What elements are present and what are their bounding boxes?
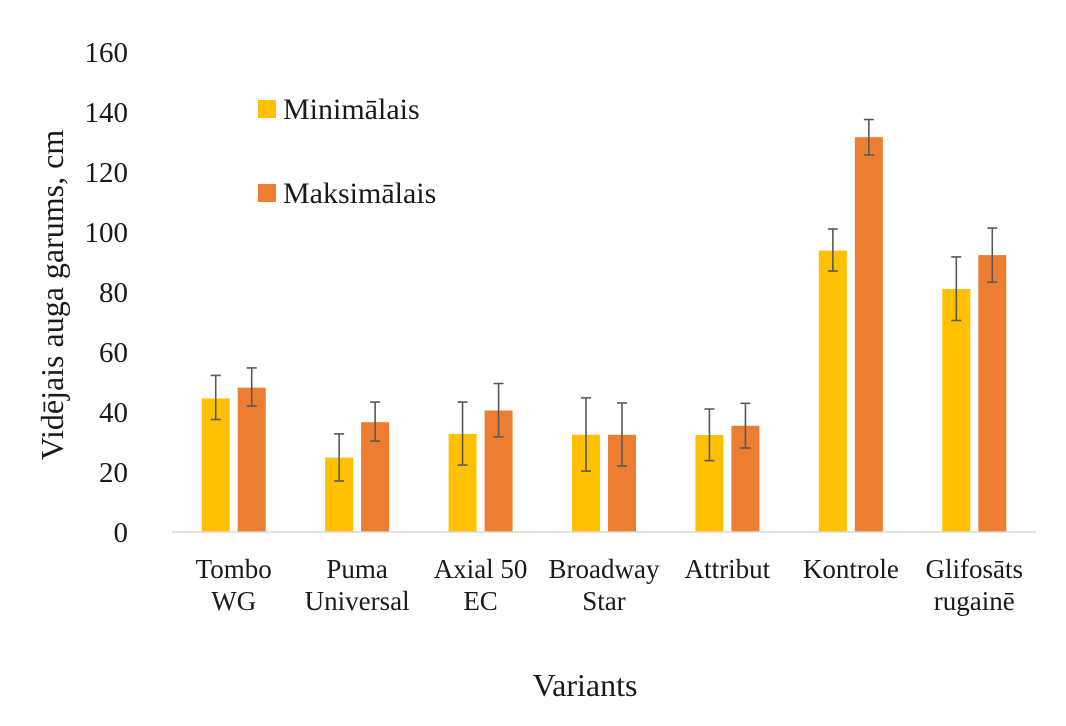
y-tick-label: 20 [99,457,128,489]
y-tick-label: 80 [99,277,128,309]
x-category-label: Kontrole [803,554,899,584]
error-bars [210,118,998,482]
y-tick-label: 60 [99,337,128,369]
bars [201,137,1007,532]
x-category-label: Attribut [685,554,771,584]
bar-min [942,289,971,532]
bar-min [818,250,847,532]
y-tick-label: 40 [99,397,128,429]
y-tick-label: 0 [114,517,129,549]
y-tick-label: 120 [85,157,129,189]
bar-max [978,255,1007,532]
bar-max [854,137,883,532]
x-category-label: Puma Universal [305,554,410,616]
y-tick-label: 160 [85,37,129,69]
bar-min [201,398,230,532]
x-category-label: Axial 50 EC [434,554,528,616]
x-category-label: Broadway Star [549,554,660,616]
y-tick-label: 100 [85,217,129,249]
x-axis-title: Variants [533,667,638,703]
legend-label-maksimalais: Maksimālais [283,177,436,210]
legend-swatch-maksimalais [258,184,276,202]
x-axis-category-labels: Tombo WG Puma Universal Axial 50 EC Broadway St… [196,554,1023,616]
bar-max [237,387,266,532]
x-category-label: Glifosāts rugainē [926,554,1024,616]
y-axis-title: Vidējais auga garums, cm [34,130,70,461]
legend: Minimālais Maksimālais [258,93,436,210]
legend-label-minimalais: Minimālais [283,93,420,126]
legend-swatch-minimalais [258,100,276,118]
y-axis-ticks: 0 20 40 60 80 100 120 140 160 [85,37,129,549]
y-tick-label: 140 [85,97,129,129]
x-category-label: Tombo WG [196,554,272,616]
